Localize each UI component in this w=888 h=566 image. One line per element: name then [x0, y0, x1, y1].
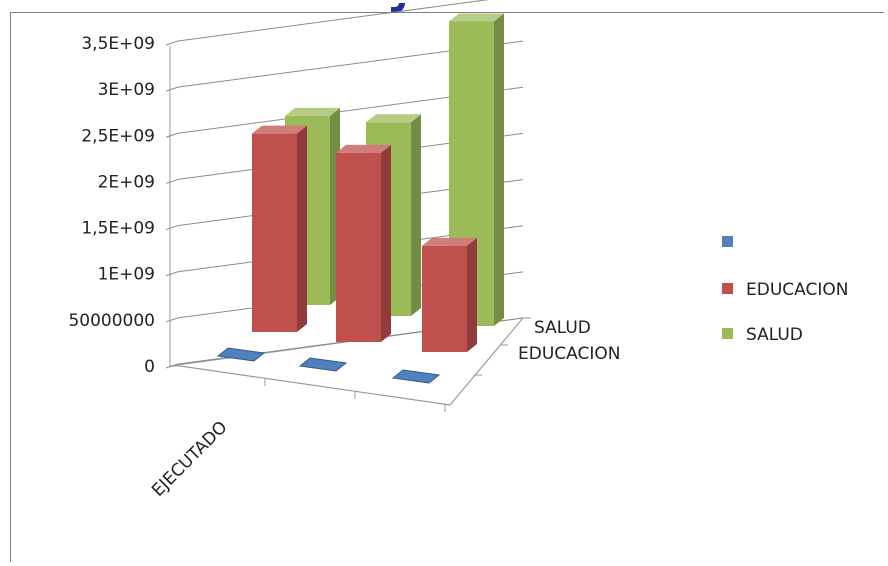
bar — [252, 125, 307, 332]
bar — [336, 144, 391, 342]
legend-label: EDUCACION — [746, 280, 848, 300]
bar-side — [494, 13, 504, 326]
y-tick-mark — [165, 317, 179, 323]
bar — [216, 347, 266, 362]
legend-item — [722, 236, 733, 247]
y-tick-label: 50000000 — [68, 311, 155, 331]
gridline — [177, 0, 490, 42]
axes — [179, 317, 531, 412]
y-axis-ticks: 0 50000000 1E+09 1,5E+09 2E+09 2,5E+09 3E+09 3,… — [68, 34, 155, 377]
y-tick-label: 3,5E+09 — [81, 34, 155, 54]
y-tick-mark — [165, 363, 179, 369]
bar-top — [422, 237, 477, 246]
depth-label: EDUCACION — [518, 344, 620, 364]
bar-side — [411, 114, 421, 316]
y-tick-label: 2,5E+09 — [81, 126, 155, 146]
y-tick-label: 1E+09 — [98, 265, 155, 285]
bar — [298, 357, 348, 372]
legend-swatch — [722, 328, 733, 339]
bar-top — [216, 347, 266, 362]
bar-side — [467, 237, 477, 352]
y-tick-label: 2E+09 — [98, 172, 155, 192]
bar-top — [285, 107, 340, 116]
legend-item: EDUCACION — [722, 280, 848, 300]
bar-front — [422, 245, 467, 352]
y-tick-label: 3E+09 — [98, 80, 155, 100]
bar-top — [298, 357, 348, 372]
y-tick-mark — [165, 271, 179, 277]
bar — [422, 237, 477, 352]
bar-top — [366, 114, 421, 123]
y-tick-mark — [165, 178, 179, 184]
bar-side — [381, 144, 391, 342]
legend-swatch — [722, 236, 733, 247]
legend-item: SALUD — [722, 325, 803, 345]
legend-label: SALUD — [746, 325, 803, 345]
y-tick-mark — [165, 40, 179, 46]
y-tick-label: 1,5E+09 — [81, 219, 155, 239]
y-tick-mark — [165, 86, 179, 92]
depth-label: SALUD — [534, 318, 591, 338]
bar-top — [391, 369, 441, 384]
bar-front — [336, 152, 381, 342]
legend: EDUCACION SALUD — [722, 236, 848, 345]
bar-front — [252, 133, 297, 332]
legend-swatch — [722, 283, 733, 294]
bars — [216, 13, 504, 384]
y-tick-mark — [165, 225, 179, 231]
y-tick-label: 0 — [144, 357, 155, 377]
category-label: EJECUTADO — [148, 417, 231, 500]
axis-labels: EJECUTADO SALUD EDUCACION — [148, 318, 620, 501]
title-fragment — [381, 3, 421, 23]
bar-side — [297, 125, 307, 332]
bar-top — [252, 125, 307, 134]
bar-top — [449, 13, 504, 22]
bar — [391, 369, 441, 384]
bar-top — [336, 144, 391, 153]
floor-front-axes — [179, 317, 524, 406]
y-tick-mark — [165, 132, 179, 138]
